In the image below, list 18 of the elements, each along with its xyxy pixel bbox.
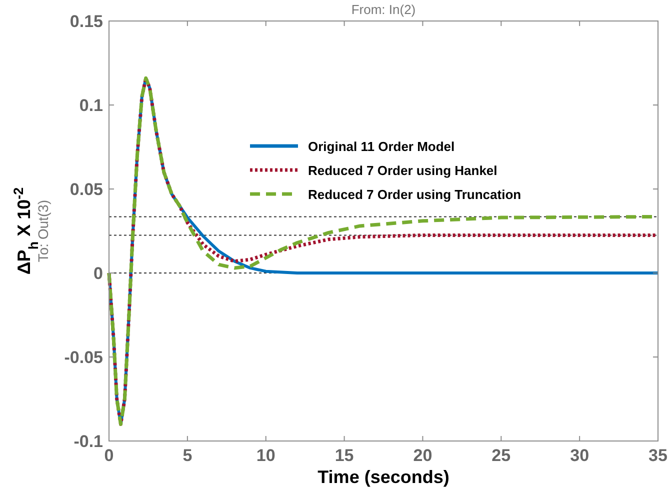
- x-tick-label: 15: [334, 446, 354, 465]
- legend-label: Original 11 Order Model: [308, 139, 455, 154]
- x-tick-label: 10: [256, 446, 276, 465]
- y-tick-label: 0: [94, 264, 103, 283]
- y-tick-label: -0.05: [64, 348, 103, 367]
- y-tick-label: 0.1: [79, 96, 103, 115]
- y-tick-label: -0.1: [74, 432, 103, 451]
- legend-label: Reduced 7 Order using Hankel: [308, 163, 498, 178]
- legend-label: Reduced 7 Order using Truncation: [308, 187, 522, 202]
- x-tick-label: 30: [570, 446, 590, 465]
- x-tick-label: 25: [492, 446, 511, 465]
- x-axis-title: Time (seconds): [318, 467, 450, 487]
- x-tick-label: 5: [182, 446, 192, 465]
- chart-title: From: In(2): [351, 2, 416, 17]
- x-tick-label: 20: [413, 446, 432, 465]
- y-tick-label: 0.05: [70, 180, 103, 199]
- x-tick-label: 35: [648, 446, 668, 465]
- y-tick-label: 0.15: [70, 12, 103, 31]
